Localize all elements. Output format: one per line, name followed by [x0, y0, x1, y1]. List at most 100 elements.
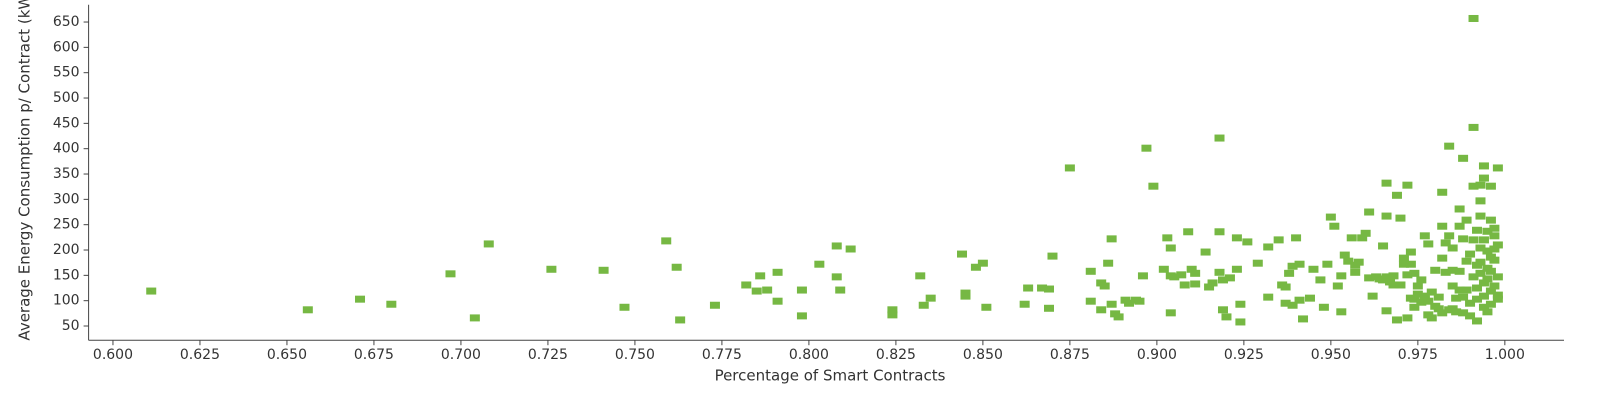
point [483, 240, 494, 248]
point [1426, 314, 1437, 322]
point [1430, 266, 1441, 274]
y-tick-label: 500 [53, 90, 80, 106]
point [1099, 282, 1110, 290]
point [1461, 216, 1472, 224]
x-tick-label: 0.725 [528, 347, 568, 363]
point [1402, 314, 1413, 322]
point [1137, 272, 1148, 280]
point [1332, 282, 1343, 290]
y-tick-label: 550 [53, 65, 80, 81]
point [1221, 313, 1232, 321]
point [1148, 182, 1159, 190]
point [1482, 308, 1493, 316]
point [1047, 252, 1058, 260]
point [1454, 222, 1465, 230]
point [1165, 309, 1176, 317]
point [1207, 279, 1218, 287]
point [1381, 212, 1392, 220]
point [1214, 134, 1225, 142]
point [1318, 303, 1329, 311]
point [1475, 212, 1486, 220]
point [355, 295, 366, 303]
point [1478, 236, 1489, 244]
point [1235, 300, 1246, 308]
point [1395, 214, 1406, 222]
y-tick-label: 150 [53, 267, 80, 283]
point [1037, 284, 1048, 292]
point [1492, 241, 1503, 249]
point [1478, 162, 1489, 170]
y-tick-label: 250 [53, 217, 80, 233]
point [1217, 306, 1228, 314]
point [1485, 287, 1496, 295]
y-axis-label: Average Energy Consumption p/ Contract (… [16, 0, 34, 341]
point [1381, 307, 1392, 315]
point [1478, 292, 1489, 300]
point [445, 270, 456, 278]
point [1231, 234, 1242, 242]
point [1134, 297, 1145, 305]
point [146, 287, 157, 295]
point [1315, 276, 1326, 284]
x-tick-label: 0.850 [963, 347, 1003, 363]
point [1336, 308, 1347, 316]
point [1454, 267, 1465, 275]
point [1475, 181, 1486, 189]
point [1489, 245, 1500, 253]
point [960, 289, 971, 297]
point [981, 303, 992, 311]
point [755, 272, 766, 280]
point [1492, 295, 1503, 303]
point [1489, 256, 1500, 264]
point [970, 263, 981, 271]
point [1468, 273, 1479, 281]
point [1437, 254, 1448, 262]
point [1113, 313, 1124, 321]
point [1357, 234, 1368, 242]
x-tick-label: 0.975 [1398, 347, 1438, 363]
point [1472, 317, 1483, 325]
point [1444, 142, 1455, 150]
point [1468, 236, 1479, 244]
x-tick-label: 0.600 [93, 347, 133, 363]
point [1353, 258, 1364, 266]
point [1124, 299, 1135, 307]
point [845, 245, 856, 253]
point [1204, 283, 1215, 291]
point [925, 294, 936, 302]
point [1468, 182, 1479, 190]
point [1478, 174, 1489, 182]
x-tick-label: 0.700 [441, 347, 481, 363]
point [957, 250, 968, 258]
point [1482, 275, 1493, 283]
point [1423, 240, 1434, 248]
point [1458, 154, 1469, 162]
point [1388, 281, 1399, 289]
point [1468, 14, 1479, 22]
y-tick-label: 350 [53, 166, 80, 182]
point [1360, 229, 1371, 237]
point [1106, 235, 1117, 243]
point [1426, 288, 1437, 296]
point [469, 314, 480, 322]
x-tick-label: 0.875 [1050, 347, 1090, 363]
y-tick-label: 50 [62, 318, 80, 334]
point [1489, 282, 1500, 290]
point [1162, 234, 1173, 242]
point [1402, 181, 1413, 189]
point [619, 303, 630, 311]
point [796, 312, 807, 320]
point [1085, 267, 1096, 275]
point [598, 266, 609, 274]
point [1329, 222, 1340, 230]
point [835, 286, 846, 294]
point [1298, 315, 1309, 323]
point [1437, 188, 1448, 196]
point [1308, 265, 1319, 273]
point [1475, 258, 1486, 266]
point [1451, 308, 1462, 316]
point [1343, 257, 1354, 265]
point [1489, 224, 1500, 232]
y-tick-label: 400 [53, 141, 80, 157]
point [1294, 260, 1305, 268]
